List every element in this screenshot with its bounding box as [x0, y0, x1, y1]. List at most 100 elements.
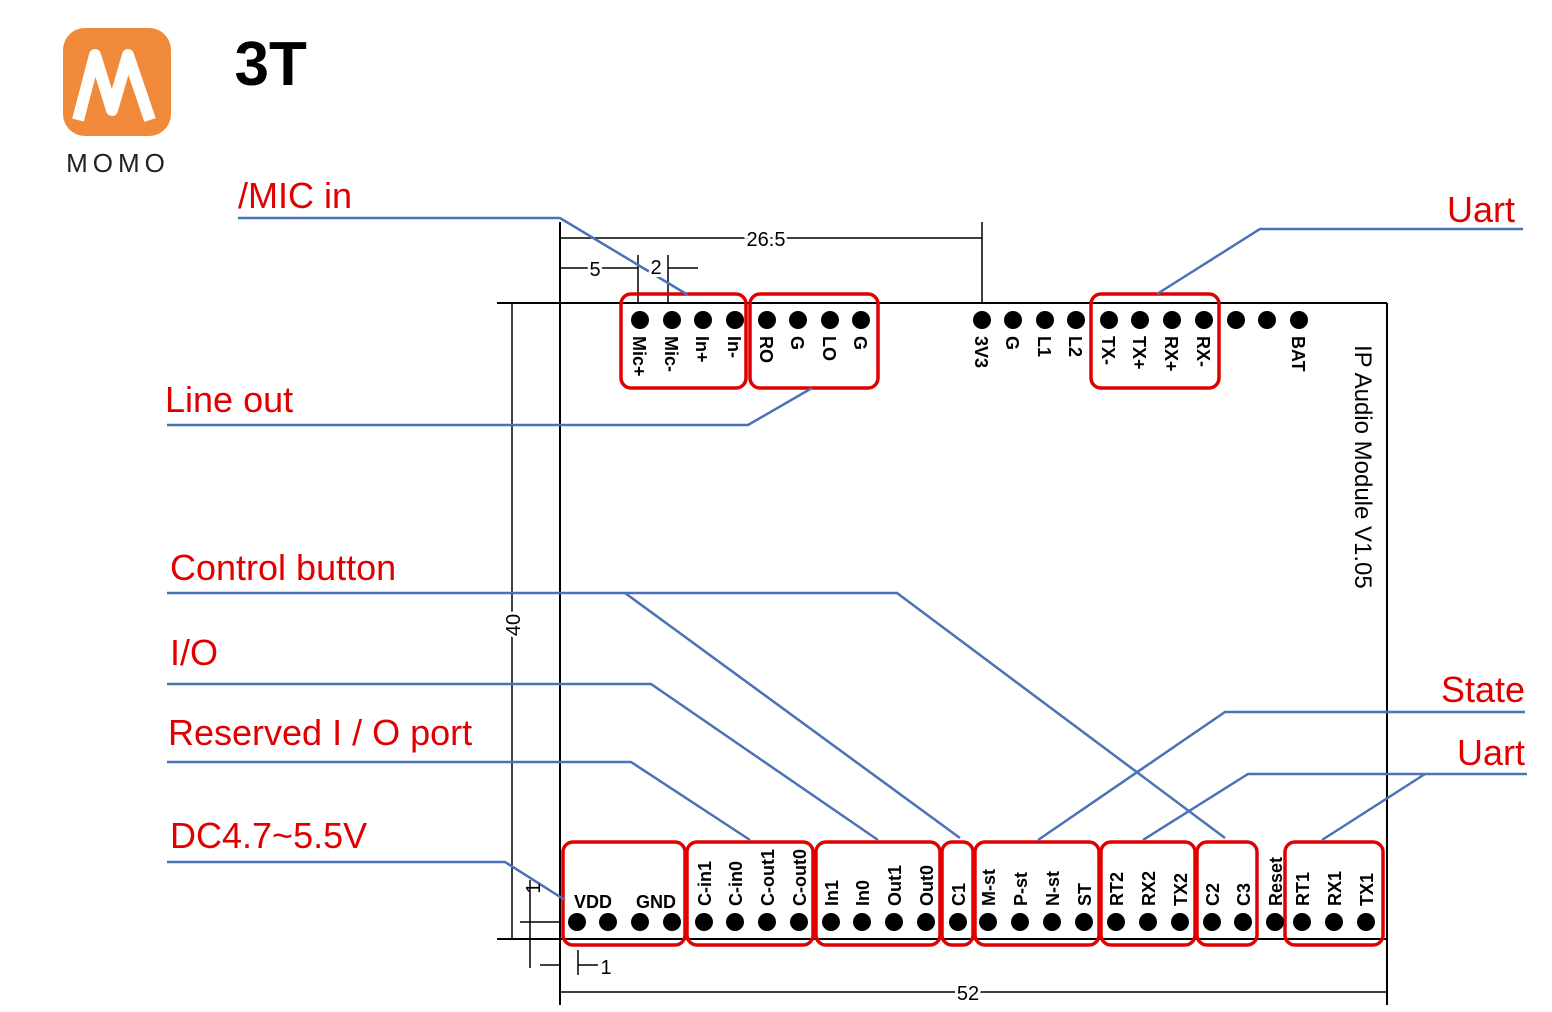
- pin: [1011, 913, 1029, 931]
- pin-group-box: [1089, 292, 1221, 390]
- pin-label: C-in1: [695, 861, 715, 906]
- pin: [1290, 311, 1308, 329]
- pin-label: VDD: [574, 892, 612, 912]
- pin-label: Out1: [885, 865, 905, 906]
- pin-label: C-out1: [758, 849, 778, 906]
- pin: [695, 913, 713, 931]
- pin-label: TX1: [1357, 873, 1377, 906]
- dimension-label: 40: [503, 614, 525, 636]
- leader-line: [1142, 772, 1527, 842]
- pin-label: Out0: [917, 865, 937, 906]
- leader-line: [167, 860, 566, 902]
- pin-label: G: [1002, 336, 1022, 350]
- pin-label: RX2: [1139, 871, 1159, 906]
- logo: MOMO: [0, 0, 236, 222]
- pin-label: In+: [692, 336, 712, 363]
- callout-label: DC4.7~5.5V: [170, 815, 367, 856]
- pin-label: RX+: [1161, 336, 1181, 372]
- pin: [1107, 913, 1125, 931]
- dimension-label: 5: [589, 259, 600, 281]
- pin-label: L2: [1065, 336, 1085, 357]
- pin-label: In1: [822, 880, 842, 906]
- pin-group-box: [1283, 840, 1385, 947]
- pin: [1131, 311, 1149, 329]
- pin-label: C-in0: [726, 861, 746, 906]
- pin-label: TX2: [1171, 873, 1191, 906]
- pin: [1357, 913, 1375, 931]
- pin-label: C1: [949, 883, 969, 906]
- pin-label: 3V3: [971, 336, 991, 368]
- leader-line: [1037, 710, 1525, 842]
- pin-label: TX-: [1098, 336, 1118, 365]
- pin: [917, 913, 935, 931]
- pin-label: RT1: [1293, 872, 1313, 906]
- leader-lines: [167, 216, 1527, 902]
- pin: [1203, 913, 1221, 931]
- pin: [758, 913, 776, 931]
- leader-line: [167, 760, 751, 842]
- pin-label: In-: [724, 336, 744, 358]
- pin-group-box: [973, 840, 1101, 947]
- pin: [726, 913, 744, 931]
- pin-group-box: [1099, 840, 1197, 947]
- pin-label: RX-: [1193, 336, 1213, 367]
- leader-line: [1321, 772, 1426, 842]
- pin: [821, 311, 839, 329]
- pin-label: GND: [636, 892, 676, 912]
- pin: [1004, 311, 1022, 329]
- pin: [1325, 913, 1343, 931]
- callout-label: I/O: [170, 632, 218, 673]
- leader-line: [167, 386, 813, 427]
- callout-label: Line out: [165, 379, 293, 420]
- pin: [1163, 311, 1181, 329]
- pin-group-box: [561, 840, 687, 947]
- pin-label: L1: [1034, 336, 1054, 357]
- pin-group-box: [814, 840, 942, 947]
- pin: [1100, 311, 1118, 329]
- pin-label: G: [787, 336, 807, 350]
- pin: [1067, 311, 1085, 329]
- pin-label: G: [850, 336, 870, 350]
- dimension-label: 1: [600, 957, 611, 979]
- pin-label: LO: [819, 336, 839, 361]
- pin-label: TX+: [1129, 336, 1149, 370]
- module-name: IP Audio Module V1.05: [1349, 345, 1376, 589]
- pin: [599, 913, 617, 931]
- dimension-label: 1: [523, 882, 545, 893]
- pin-label: Reset: [1266, 857, 1286, 906]
- pin-label: N-st: [1043, 871, 1063, 906]
- pin-groups: [561, 292, 1385, 947]
- pin: [853, 913, 871, 931]
- pin-label: C-out0: [790, 849, 810, 906]
- logo-text: MOMO: [66, 148, 170, 178]
- pin-label: ST: [1075, 883, 1095, 906]
- pin-group-box: [685, 840, 815, 947]
- pin: [663, 311, 681, 329]
- callout-label: Uart: [1457, 732, 1525, 773]
- pin: [1195, 311, 1213, 329]
- pin-group-box: [748, 292, 880, 390]
- callout-label: Control button: [170, 547, 396, 588]
- callout-label: /MIC in: [238, 175, 352, 216]
- pin-label: C2: [1203, 883, 1223, 906]
- pin: [790, 913, 808, 931]
- dimension-label: 2: [650, 257, 661, 279]
- pin: [822, 913, 840, 931]
- pin: [973, 311, 991, 329]
- pin: [726, 311, 744, 329]
- pin-label: RX1: [1325, 871, 1345, 906]
- pin: [568, 913, 586, 931]
- callout-label: State: [1441, 669, 1525, 710]
- pin: [852, 311, 870, 329]
- dimension-label: 52: [957, 983, 979, 1005]
- pin: [694, 311, 712, 329]
- leader-line: [167, 682, 879, 842]
- pin: [1266, 913, 1284, 931]
- pin-group-box: [1195, 840, 1259, 947]
- leader-line: [1156, 227, 1523, 296]
- pin: [885, 913, 903, 931]
- pin: [1171, 913, 1189, 931]
- leader-line: [238, 216, 689, 297]
- pin: [1293, 913, 1311, 931]
